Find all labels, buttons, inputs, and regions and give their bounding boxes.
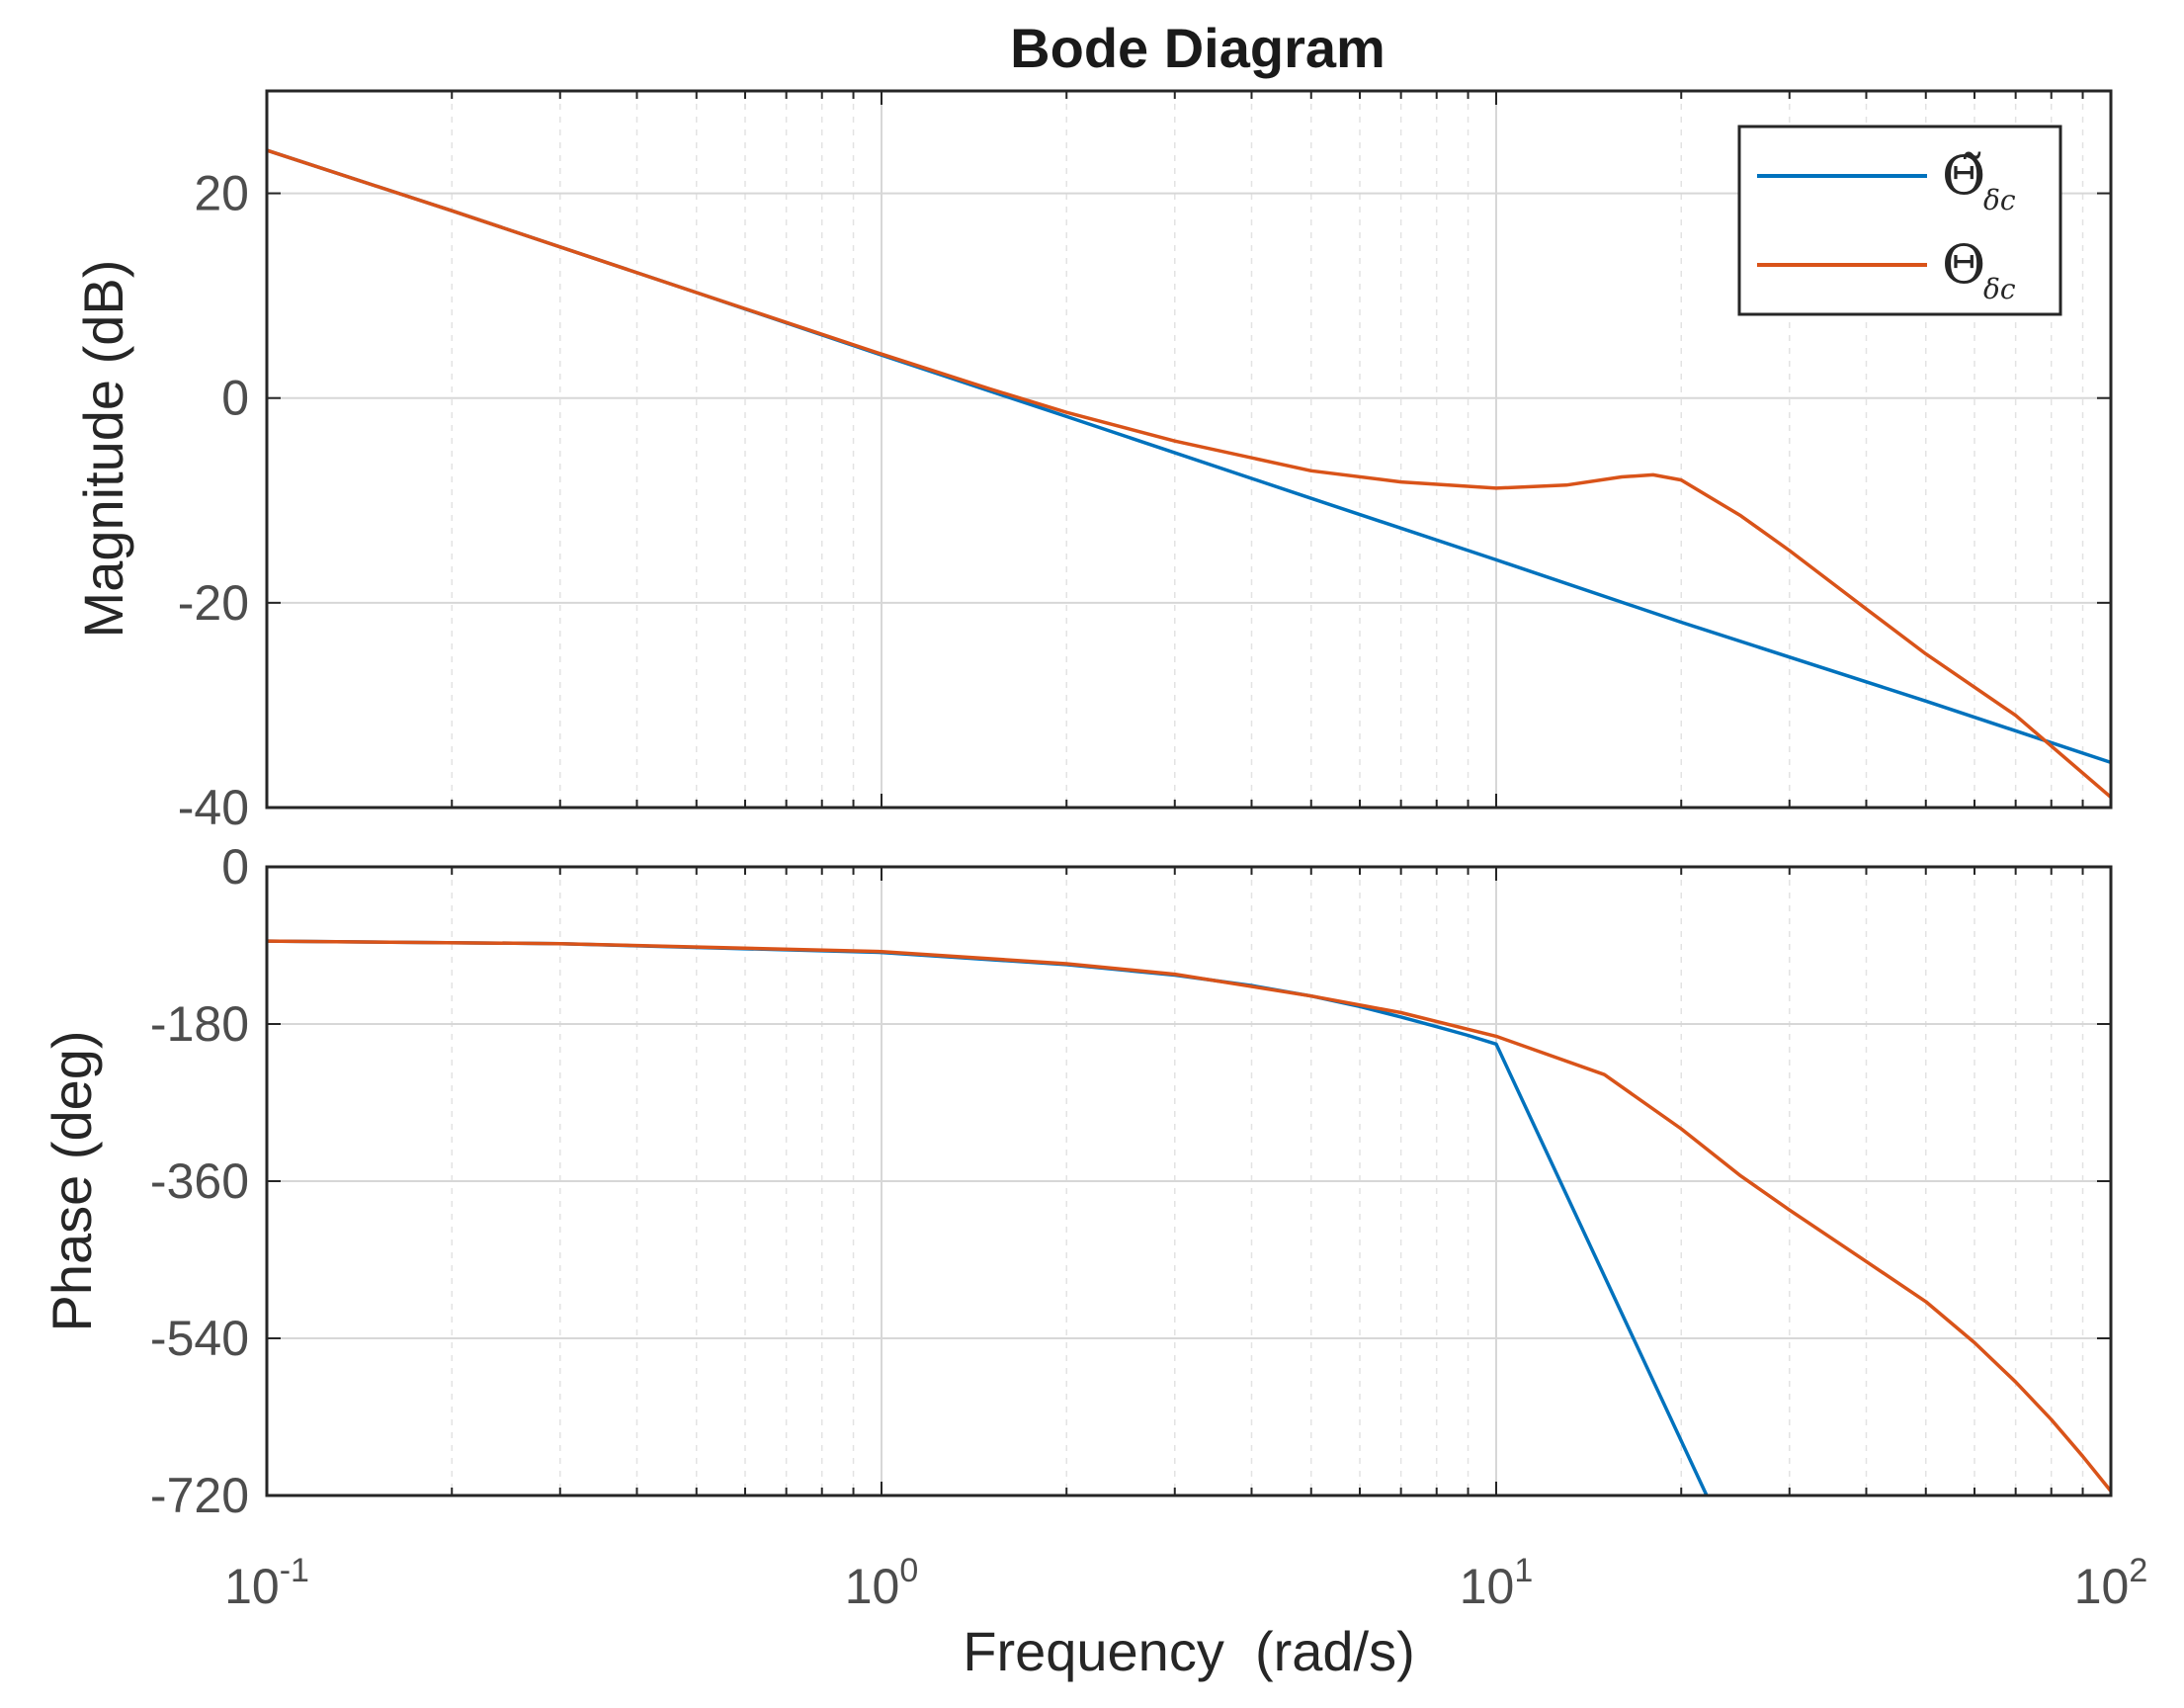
legend-subscript-theta: δc — [1983, 273, 2016, 305]
legend-label-theta-tilde: Θ̃ — [1942, 144, 1985, 207]
chart-title: Bode Diagram — [1010, 17, 1386, 79]
magnitude-y-label: Magnitude (dB) — [72, 260, 134, 639]
phase-y-ticks: 0 -180 -360 -540 -720 — [150, 839, 249, 1523]
magnitude-y-tick-label: -40 — [178, 780, 249, 835]
legend-label-theta: Θ — [1942, 233, 1985, 296]
x-tick-label: 102 — [2074, 1552, 2148, 1614]
x-tick-label: 101 — [1460, 1552, 1534, 1614]
phase-series-line — [266, 939, 2113, 1493]
phase-y-tick-label: -180 — [150, 996, 249, 1052]
phase-axes-border — [265, 865, 2113, 1497]
magnitude-y-ticks: 20 0 -20 -40 — [178, 166, 249, 835]
magnitude-y-tick-label: -20 — [178, 575, 249, 631]
magnitude-y-tick-label: 20 — [194, 166, 249, 221]
magnitude-y-tick-label: 0 — [221, 371, 249, 426]
phase-y-tick-label: -540 — [150, 1311, 249, 1366]
x-tick-label: 10-1 — [224, 1552, 309, 1614]
phase-axes: 0 -180 -360 -540 -720 — [150, 839, 2113, 1523]
magnitude-series-lines — [266, 148, 2113, 799]
magnitude-axes-border — [265, 89, 2113, 810]
x-tick-labels: 10-1 100 101 102 — [224, 1552, 2147, 1614]
legend: Θ̃ δc Θ δc — [1737, 125, 2062, 316]
phase-series-lines — [266, 939, 2113, 1496]
legend-subscript-theta-tilde: δc — [1983, 184, 2016, 216]
phase-y-tick-label: -720 — [150, 1468, 249, 1523]
legend-box — [1737, 125, 2062, 316]
phase-y-tick-label: 0 — [221, 839, 249, 895]
phase-y-tick-label: -360 — [150, 1153, 249, 1209]
magnitude-series-line — [266, 148, 2113, 799]
x-tick-label: 100 — [845, 1552, 919, 1614]
phase-y-label: Phase (deg) — [41, 1030, 103, 1331]
x-axis-label: Frequency (rad/s) — [963, 1620, 1415, 1682]
